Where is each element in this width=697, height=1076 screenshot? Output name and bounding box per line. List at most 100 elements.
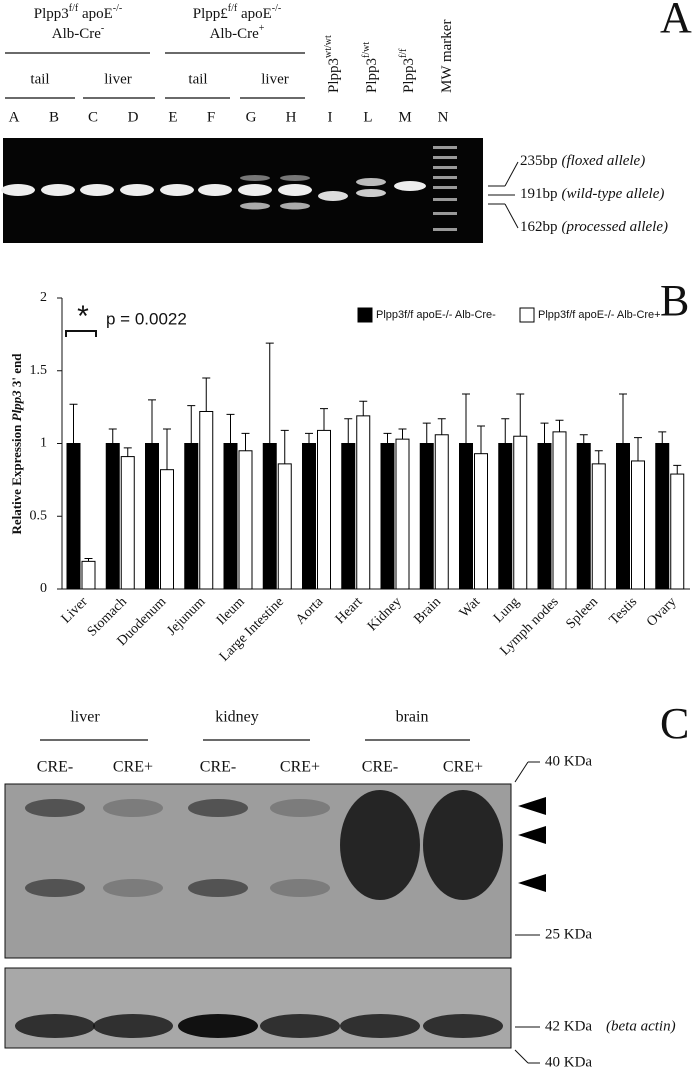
error-bar [477, 425, 485, 454]
x-tick-label: Ileum [214, 594, 248, 628]
legend-swatch [519, 307, 535, 323]
bar [317, 429, 331, 590]
group-header: Plpp£f/f apoE-/- [193, 3, 282, 22]
arrowhead [518, 797, 546, 815]
error-bar [187, 405, 196, 444]
bar [474, 453, 488, 590]
text: Plpp£ [193, 6, 229, 22]
sup: - [101, 23, 104, 34]
marker-label: 40 KDa [545, 1054, 592, 1070]
y-tick-label: 2 [40, 290, 47, 305]
band-label: 235bp (floxed allele) [520, 153, 645, 169]
x-tick-label: Jejunum [164, 594, 208, 638]
blot-band [93, 1014, 173, 1038]
y-tick-label: 0 [40, 581, 47, 596]
marker-label: 42 KDa [545, 1018, 592, 1034]
error-bar [123, 447, 132, 457]
lane-label: A [9, 109, 20, 125]
marker-label: 40 KDa [545, 753, 592, 769]
blot [4, 967, 512, 1049]
blot-bands [15, 790, 503, 1038]
error-bar [383, 432, 392, 444]
bar [537, 443, 552, 590]
blot-band [103, 879, 163, 897]
bar [238, 450, 253, 590]
lane-label: H [286, 109, 297, 125]
p-value: p = 0.0022 [106, 309, 187, 328]
text: Plpp3 [34, 6, 69, 22]
text: apoE [237, 6, 272, 22]
bar [199, 410, 214, 590]
bar [262, 443, 277, 590]
text: Plpp3 [326, 58, 342, 93]
tissue-label: liver [70, 709, 100, 726]
x-tick-label: Wat [457, 594, 483, 620]
bar [395, 438, 410, 590]
bar [419, 443, 434, 590]
x-tick-label: Spleen [563, 594, 601, 632]
gel-band [280, 175, 310, 181]
legend-swatch [357, 307, 373, 323]
error-bar [280, 429, 289, 464]
text: (floxed allele) [562, 153, 646, 169]
arrowheads [518, 797, 546, 892]
subgroup-label: tail [188, 71, 207, 87]
error-bar [619, 393, 627, 444]
x-tick-label: Kidney [365, 594, 405, 634]
marker-label: 25 KDa [545, 926, 592, 942]
error-bar [84, 557, 93, 562]
blot-band [188, 879, 248, 897]
x-tick-label: Aorta [293, 594, 327, 628]
lane-label: CRE+ [443, 759, 483, 776]
ladder-band [433, 166, 457, 169]
legend-label: Plpp3f/f apoE-/- Alb-Cre- [376, 309, 496, 321]
lane-genotype: MW marker [439, 20, 455, 93]
ladder-band [433, 198, 457, 201]
tissue-label: kidney [215, 709, 259, 726]
gel-band [1, 184, 35, 196]
error-bar [437, 418, 446, 435]
error-bar [305, 432, 313, 444]
ladder-band [433, 228, 457, 231]
bar [498, 443, 513, 590]
lane-label: CRE- [200, 759, 236, 776]
error-bar [634, 437, 642, 461]
y-tick-label: 1 [40, 436, 47, 451]
text: Alb-Cre [52, 26, 101, 42]
error-bar [422, 422, 431, 444]
text: Relative Expression [9, 421, 24, 534]
blot-band [340, 1014, 420, 1038]
group-header: Alb-Cre+ [210, 23, 265, 42]
marker-line [514, 1049, 529, 1064]
error-bar [265, 342, 274, 444]
panel-label: B [660, 276, 689, 325]
sup: -/- [113, 3, 122, 14]
sup: + [259, 23, 265, 34]
bar [576, 443, 591, 590]
ladder-band [433, 146, 457, 149]
text: Alb-Cre [210, 26, 259, 42]
error-bar [462, 393, 470, 444]
blot-band [188, 799, 248, 817]
y-axis-label: Relative Expression Plpp3 3' end [9, 353, 24, 535]
blot-band [260, 1014, 340, 1038]
bar [120, 456, 135, 590]
significance: * [77, 300, 89, 333]
error-bar [344, 418, 353, 444]
bar [552, 431, 567, 590]
bar [277, 463, 292, 590]
blot-band [270, 879, 330, 897]
lane-label: CRE+ [113, 759, 153, 776]
x-tick-label: Heart [333, 594, 366, 627]
bracket [65, 330, 97, 337]
y-tick-label: 0.5 [30, 508, 48, 523]
error-bar [594, 450, 603, 464]
lane-label: I [328, 109, 333, 125]
text: (processed allele) [562, 219, 669, 235]
gel-band [318, 191, 348, 201]
lane-label: N [438, 109, 449, 125]
group-header: Plpp3f/f apoE-/- [34, 3, 123, 22]
error-bar [579, 434, 588, 444]
bar [81, 560, 96, 590]
